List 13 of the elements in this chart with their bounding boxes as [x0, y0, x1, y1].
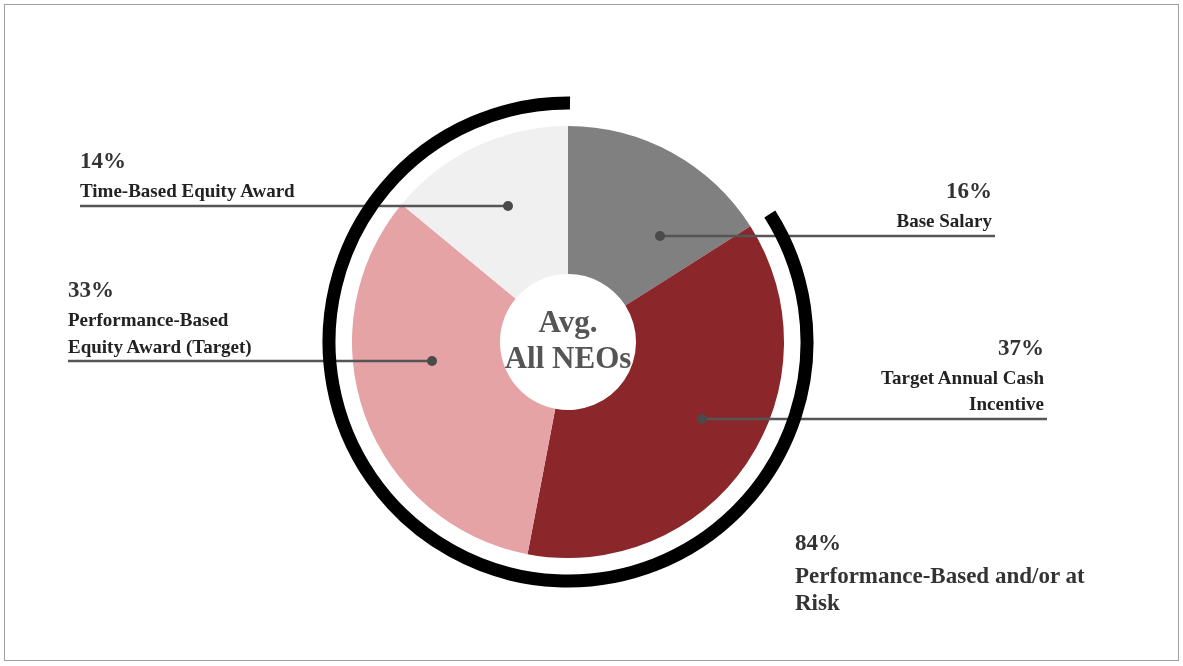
text: Performance-Based and/or at Risk [795, 563, 1085, 615]
donut-slice [401, 126, 568, 299]
data-label: 16% [946, 178, 992, 203]
slice-label: Base Salary [896, 210, 993, 231]
data-label: 14% [80, 148, 126, 173]
slice-label: Performance-Based Equity Award (Target) [68, 309, 252, 358]
text: Avg. All NEOs [504, 304, 632, 375]
data-label: 33% [68, 277, 114, 302]
text: 84% [795, 530, 841, 555]
data-label: 37% [998, 335, 1044, 360]
donut-slice [568, 126, 751, 306]
slice-label: Target Annual Cash Incentive [881, 367, 1045, 414]
slice-label: Time-Based Equity Award [80, 180, 296, 201]
